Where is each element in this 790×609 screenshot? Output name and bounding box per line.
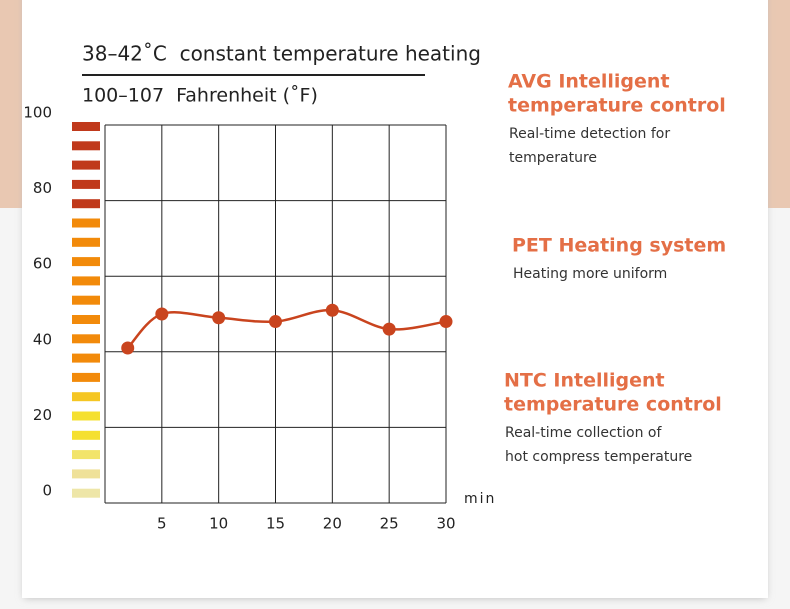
point [439,315,453,329]
x-tick-label: 30 [436,515,455,533]
point [325,303,339,317]
feature-text: temperature [509,150,597,166]
point [382,322,396,336]
scale-stripe [72,257,100,267]
chart-title: 38–42˚C constant temperature heating [82,42,481,66]
y-tick-label: 0 [42,482,52,500]
y-tick-label: 60 [33,255,52,273]
feature-title: NTC Intelligent [504,370,665,392]
x-tick-label: 10 [209,515,228,533]
scale-stripe [72,295,100,305]
point [269,315,282,329]
scale-stripe [72,276,100,286]
feature-text: hot compress temperature [505,449,692,465]
scale-stripe [72,430,100,440]
card [22,0,768,598]
feature-title: PET Heating system [512,235,726,257]
y-tick-label: 20 [33,406,52,424]
scale-stripe [72,334,100,344]
scale-stripe [72,199,100,209]
scale-stripe [72,488,100,498]
scale-stripe [72,411,100,421]
chart-subtitle: 100–107 Fahrenheit (˚F) [82,85,318,107]
feature-text: Real-time collection of [505,425,662,441]
scale-stripe [72,469,100,479]
point [155,307,169,321]
y-tick-label: 100 [23,104,52,122]
feature-title: temperature control [504,394,722,416]
scale-stripe [72,237,100,247]
x-tick-label: 15 [266,515,285,533]
y-tick-label: 40 [33,330,52,348]
feature-title: AVG Intelligent [508,71,670,93]
scale-stripe [72,315,100,324]
point [121,341,135,355]
x-tick-label: 25 [380,515,399,533]
x-tick-label: 5 [157,515,167,533]
scale-stripe [72,450,100,460]
scale-stripe [72,160,100,170]
scale-stripe [72,122,100,131]
scale-stripe [72,141,100,151]
x-tick-label: 20 [323,515,342,533]
scale-stripe [72,372,100,382]
feature-text: Real-time detection for [509,126,670,142]
point [212,311,226,325]
scale-stripe [72,179,100,189]
scale-stripe [72,353,100,363]
scale-stripe [72,218,100,228]
x-unit: min [464,491,496,507]
y-tick-label: 80 [33,179,52,197]
feature-title: temperature control [508,95,726,117]
feature-text: Heating more uniform [513,266,667,282]
scale-stripe [72,392,100,402]
